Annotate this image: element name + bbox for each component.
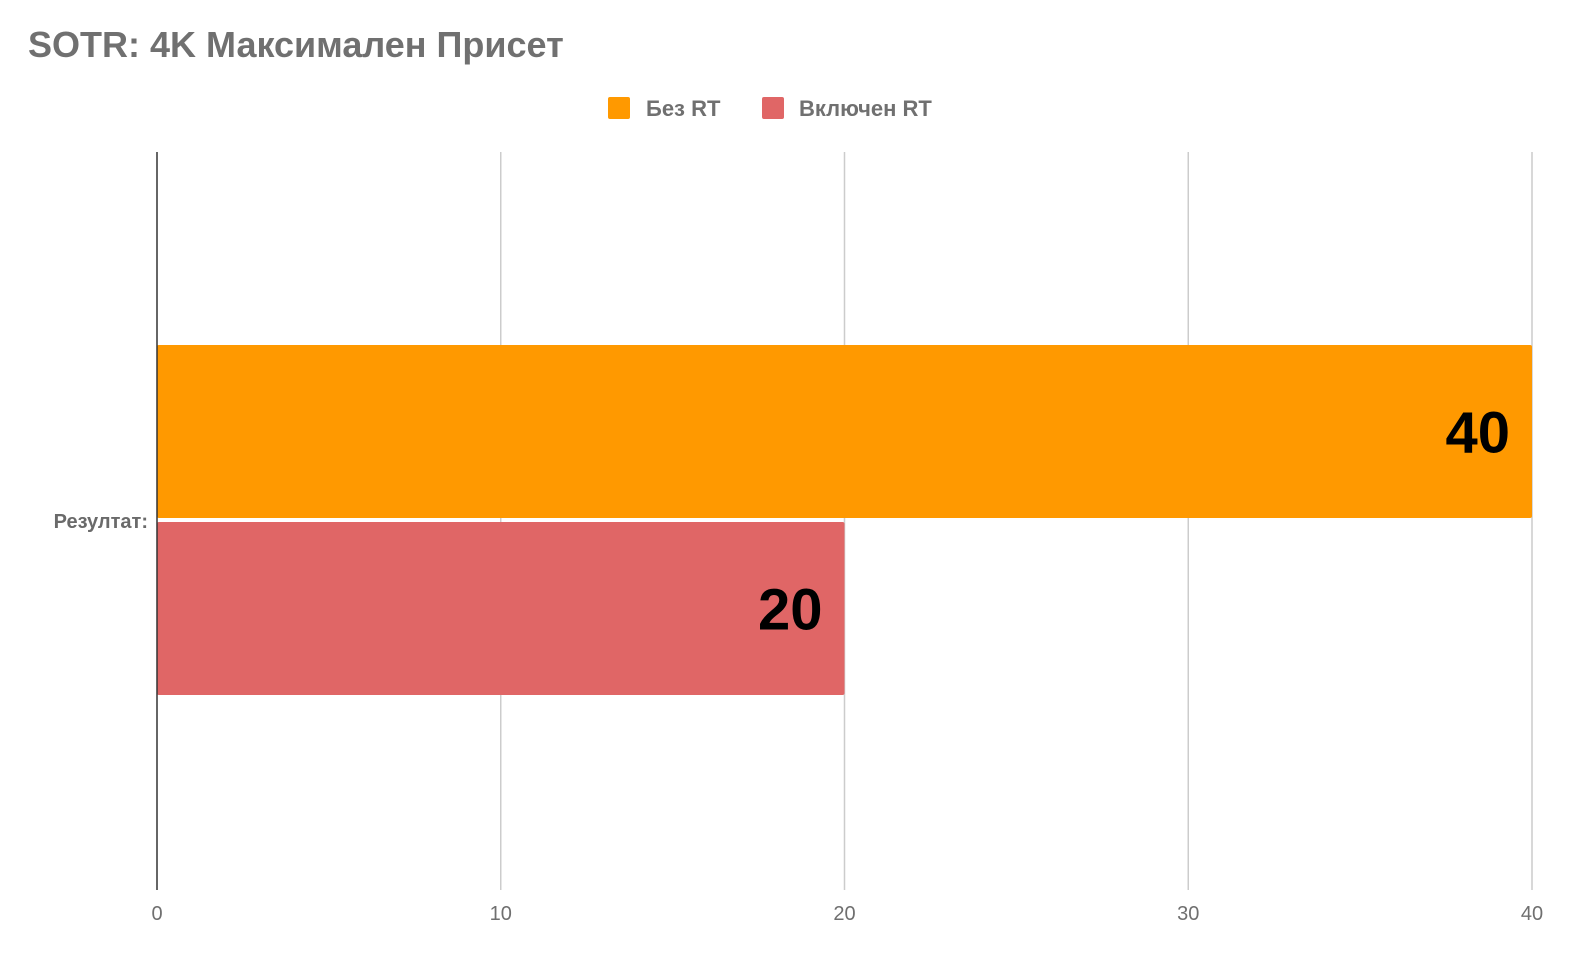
data-label-series-1: 40 <box>1445 401 1510 466</box>
legend-label-series-1: Без RT <box>646 96 721 121</box>
x-tick-label-2: 20 <box>833 903 855 925</box>
x-axis-tick-labels: 0 10 20 30 40 <box>151 903 1543 925</box>
bar-series-2 <box>157 522 845 695</box>
legend-swatch-series-1 <box>608 97 630 119</box>
x-tick-label-0: 0 <box>151 903 162 925</box>
legend: Без RT Включен RT <box>608 96 932 121</box>
x-tick-label-4: 40 <box>1521 903 1543 925</box>
category-label: Резултат: <box>54 511 148 533</box>
gridlines <box>500 152 1533 890</box>
legend-label-series-2: Включен RT <box>799 96 932 121</box>
chart-title: SOTR: 4K Максимален Присет <box>28 24 564 65</box>
legend-swatch-series-2 <box>762 97 784 119</box>
x-tick-label-3: 30 <box>1177 903 1199 925</box>
x-tick-label-1: 10 <box>490 903 512 925</box>
data-labels: 40 20 <box>758 401 1510 643</box>
bars <box>157 345 1532 695</box>
data-label-series-2: 20 <box>758 578 823 643</box>
bar-series-1 <box>157 345 1532 518</box>
